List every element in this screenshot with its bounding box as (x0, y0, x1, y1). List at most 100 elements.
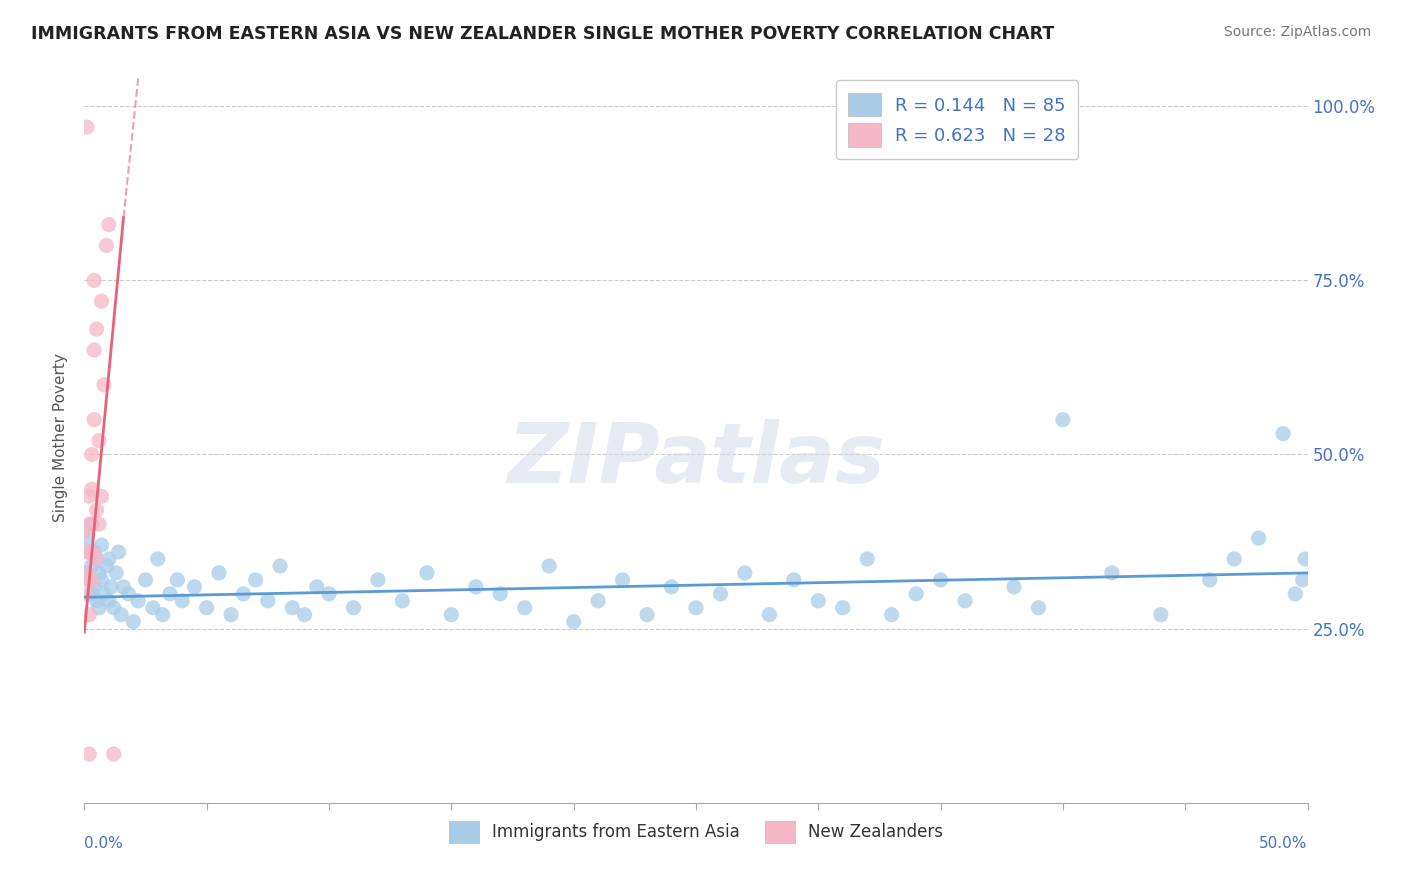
Point (77, 545, 100, 559)
Text: IMMIGRANTS FROM EASTERN ASIA VS NEW ZEALANDER SINGLE MOTHER POVERTY CORRELATION : IMMIGRANTS FROM EASTERN ASIA VS NEW ZEAL… (31, 25, 1054, 43)
Point (464, 580, 486, 594)
Point (1028, 600, 1050, 615)
Point (76, 587, 98, 601)
Point (513, 600, 536, 615)
Point (86, 503, 108, 517)
Point (80, 587, 103, 601)
Point (97, 594, 120, 608)
Point (166, 573, 188, 587)
Point (661, 580, 683, 594)
Point (269, 558, 291, 573)
Point (1247, 531, 1270, 545)
Point (159, 587, 181, 601)
Point (77, 607, 100, 622)
Point (90, 538, 112, 552)
Point (1272, 426, 1295, 441)
Point (83, 545, 105, 559)
Point (929, 573, 952, 587)
Point (219, 607, 242, 622)
Point (1294, 552, 1316, 566)
Point (127, 594, 149, 608)
Point (80, 448, 103, 462)
Point (86, 322, 108, 336)
Point (146, 552, 169, 566)
Point (208, 566, 231, 580)
Point (1284, 587, 1306, 601)
Point (734, 566, 756, 580)
Point (76, 566, 98, 580)
Legend: Immigrants from Eastern Asia, New Zealanders: Immigrants from Eastern Asia, New Zealan… (441, 814, 950, 849)
Point (80, 517, 103, 532)
Point (122, 615, 145, 629)
Point (105, 566, 128, 580)
Point (103, 600, 125, 615)
Point (83, 580, 105, 594)
Point (342, 600, 364, 615)
Point (440, 607, 463, 622)
Point (245, 573, 267, 587)
Point (612, 573, 634, 587)
Point (76, 524, 98, 538)
Point (76, 531, 98, 545)
Point (117, 587, 139, 601)
Point (294, 607, 316, 622)
Point (77, 747, 100, 761)
Point (87, 434, 110, 448)
Point (97, 218, 120, 232)
Point (1198, 573, 1220, 587)
Point (856, 552, 879, 566)
Point (77, 545, 100, 559)
Point (489, 587, 512, 601)
Point (281, 600, 304, 615)
Point (80, 558, 103, 573)
Point (83, 412, 105, 426)
Point (1101, 566, 1123, 580)
Point (758, 607, 780, 622)
Point (80, 573, 103, 587)
Point (96, 238, 118, 252)
Point (110, 607, 132, 622)
Point (1052, 412, 1074, 426)
Point (83, 343, 105, 357)
Point (783, 573, 806, 587)
Point (831, 600, 853, 615)
Point (76, 545, 98, 559)
Point (232, 587, 254, 601)
Point (76, 566, 98, 580)
Point (172, 594, 194, 608)
Point (86, 552, 108, 566)
Point (905, 587, 928, 601)
Point (77, 573, 100, 587)
Point (586, 594, 609, 608)
Point (96, 558, 118, 573)
Point (807, 594, 830, 608)
Point (135, 573, 157, 587)
Point (562, 615, 585, 629)
Point (80, 517, 103, 532)
Point (953, 594, 976, 608)
Point (90, 573, 112, 587)
Point (709, 587, 731, 601)
Point (76, 120, 98, 134)
Point (636, 607, 658, 622)
Point (1002, 580, 1025, 594)
Point (391, 594, 413, 608)
Point (77, 573, 100, 587)
Point (367, 573, 389, 587)
Point (257, 594, 280, 608)
Point (93, 377, 115, 392)
Point (80, 545, 103, 559)
Point (103, 747, 125, 761)
Point (97, 552, 120, 566)
Point (77, 517, 100, 532)
Point (318, 587, 340, 601)
Point (83, 273, 105, 287)
Point (142, 600, 165, 615)
Point (195, 600, 218, 615)
Point (112, 580, 135, 594)
Point (1150, 607, 1173, 622)
Point (1223, 552, 1246, 566)
Text: 50.0%: 50.0% (1260, 836, 1308, 851)
Point (1292, 573, 1315, 587)
Point (100, 580, 122, 594)
